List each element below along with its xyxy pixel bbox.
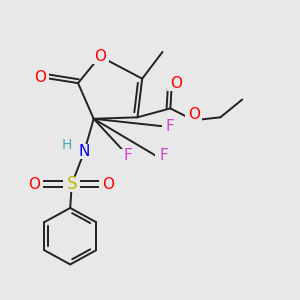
Text: O: O [28, 177, 40, 192]
FancyBboxPatch shape [155, 148, 173, 164]
Text: O: O [94, 49, 106, 64]
FancyBboxPatch shape [167, 76, 184, 91]
FancyBboxPatch shape [76, 144, 93, 159]
Text: O: O [188, 107, 200, 122]
FancyBboxPatch shape [91, 49, 109, 64]
FancyBboxPatch shape [32, 70, 49, 85]
Text: O: O [34, 70, 46, 85]
FancyBboxPatch shape [162, 119, 179, 134]
Text: S: S [67, 175, 77, 193]
FancyBboxPatch shape [63, 177, 80, 192]
FancyBboxPatch shape [58, 137, 76, 152]
Text: O: O [170, 76, 182, 91]
FancyBboxPatch shape [185, 107, 202, 122]
Text: N: N [79, 144, 90, 159]
Text: F: F [166, 119, 175, 134]
Text: O: O [102, 177, 114, 192]
Text: F: F [160, 148, 169, 164]
FancyBboxPatch shape [99, 177, 116, 192]
Text: F: F [123, 148, 132, 164]
Text: H: H [62, 138, 72, 152]
FancyBboxPatch shape [119, 148, 136, 164]
FancyBboxPatch shape [26, 177, 43, 192]
